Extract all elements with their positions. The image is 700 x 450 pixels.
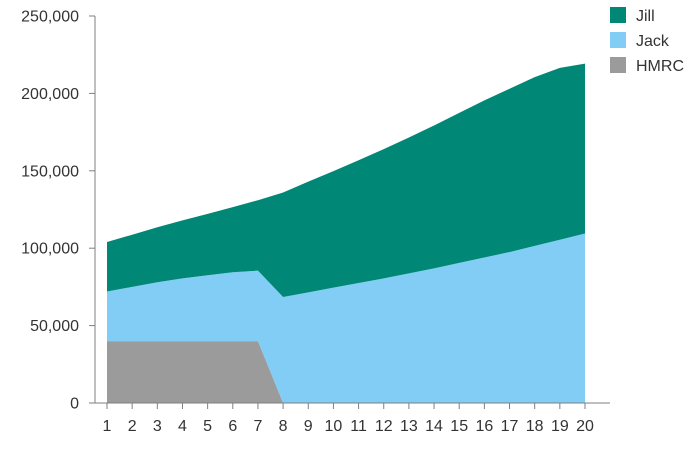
x-tick-label: 16 (475, 418, 493, 435)
legend-item-jill: Jill (610, 7, 655, 25)
legend-label-hmrc: HMRC (636, 58, 684, 75)
y-tick-label: 150,000 (21, 163, 79, 180)
x-tick-label: 8 (279, 418, 288, 435)
y-axis-ticks: 0 50,000 100,000 150,000 200,000 250,000 (21, 9, 95, 413)
y-tick-label: 0 (70, 396, 79, 413)
y-tick-label: 100,000 (21, 241, 79, 258)
x-tick-label: 13 (400, 418, 418, 435)
legend-item-jack: Jack (610, 32, 670, 50)
x-tick-label: 20 (576, 418, 594, 435)
x-tick-label: 5 (203, 418, 212, 435)
legend-label-jill: Jill (636, 8, 655, 25)
area-series-group (107, 63, 585, 403)
y-tick-label: 250,000 (21, 9, 79, 26)
x-tick-label: 18 (526, 418, 544, 435)
y-tick-label: 50,000 (30, 318, 79, 335)
area-hmrc (107, 341, 585, 403)
x-tick-label: 4 (178, 418, 187, 435)
x-tick-label: 19 (551, 418, 569, 435)
x-axis-ticks: 1 2 3 4 5 6 7 8 9 10 11 12 13 14 15 16 17 18 19 20 (103, 403, 594, 435)
x-tick-label: 1 (103, 418, 112, 435)
x-tick-label: 3 (153, 418, 162, 435)
legend: Jill Jack HMRC (610, 7, 684, 75)
legend-label-jack: Jack (636, 33, 670, 50)
x-tick-label: 10 (325, 418, 343, 435)
y-tick-label: 200,000 (21, 86, 79, 103)
x-tick-label: 6 (228, 418, 237, 435)
area-jack (107, 233, 585, 403)
x-tick-label: 15 (450, 418, 468, 435)
x-tick-label: 9 (304, 418, 313, 435)
x-tick-label: 2 (128, 418, 137, 435)
area-jill (107, 63, 585, 297)
legend-swatch-jill (610, 7, 626, 23)
x-tick-label: 11 (350, 418, 367, 435)
x-tick-label: 17 (501, 418, 519, 435)
axes-group (94, 16, 610, 404)
legend-swatch-hmrc (610, 57, 626, 73)
x-tick-label: 14 (425, 418, 443, 435)
legend-item-hmrc: HMRC (610, 57, 684, 75)
x-tick-label: 12 (375, 418, 393, 435)
legend-swatch-jack (610, 32, 626, 48)
x-tick-label: 7 (253, 418, 262, 435)
